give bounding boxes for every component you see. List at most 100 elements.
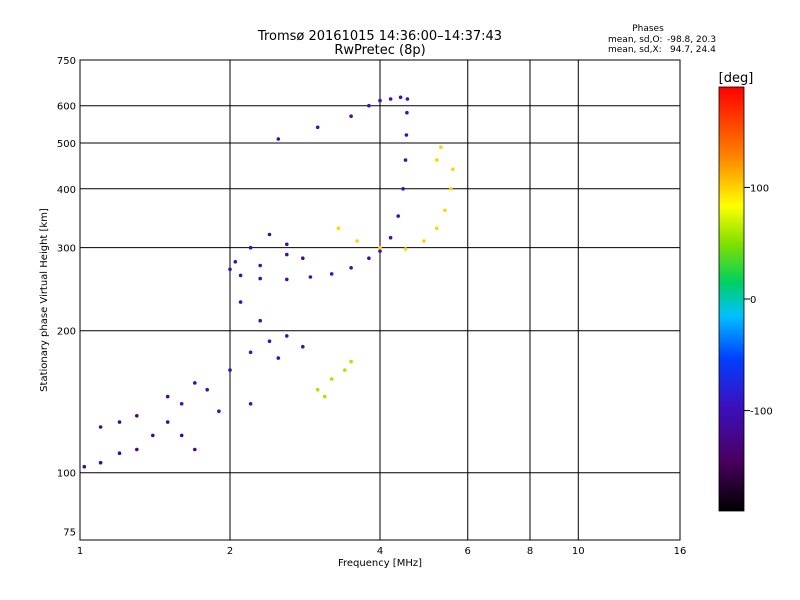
data-point: [396, 214, 401, 218]
data-point: [439, 145, 443, 149]
data-point: [343, 368, 347, 372]
data-point: [276, 137, 281, 141]
data-point: [308, 275, 313, 279]
y-tick-label: 100: [57, 469, 76, 480]
data-point: [449, 187, 453, 191]
data-point: [233, 260, 238, 264]
data-point: [285, 277, 289, 282]
y-tick-label: 75: [63, 528, 76, 539]
data-point: [217, 409, 221, 414]
y-tick-label: 500: [57, 139, 76, 150]
data-point: [98, 460, 103, 465]
phase-stats-o-values: -98.8, 20.3: [667, 35, 716, 45]
chart-subtitle: RwPretec (8p): [334, 43, 425, 58]
colorbar-tick-label: 0: [750, 295, 756, 306]
data-point: [367, 256, 371, 261]
data-point: [285, 252, 289, 257]
data-point: [301, 344, 305, 349]
data-point: [258, 318, 263, 323]
x-tick-label: 6: [465, 546, 471, 557]
data-point: [388, 97, 393, 101]
x-tick-label: 4: [377, 546, 383, 557]
data-point: [329, 377, 334, 381]
data-point: [403, 158, 408, 162]
data-point: [401, 187, 405, 191]
data-point: [367, 103, 371, 108]
data-point: [301, 256, 305, 261]
phase-stats-x-label: mean, sd,X:: [608, 45, 662, 55]
data-point: [435, 158, 439, 162]
data-point: [135, 447, 139, 452]
data-point: [193, 447, 197, 452]
data-point: [248, 350, 253, 355]
phase-stats-heading: Phases: [632, 24, 664, 34]
data-point: [451, 167, 455, 171]
x-tick-label: 10: [572, 546, 585, 557]
data-point: [329, 272, 334, 276]
data-point: [285, 242, 289, 247]
y-tick-label: 600: [57, 102, 76, 113]
x-tick-label: 1: [77, 546, 83, 557]
data-point: [82, 464, 87, 469]
data-points: [82, 95, 455, 469]
data-point: [443, 208, 447, 213]
data-point: [151, 433, 155, 438]
data-point: [355, 239, 360, 243]
y-tick-label: 750: [57, 56, 76, 67]
data-point: [405, 110, 409, 115]
data-point: [315, 387, 320, 392]
data-point: [403, 247, 408, 251]
data-point: [267, 339, 272, 344]
x-tick-label: 16: [674, 546, 687, 557]
phase-stats-o-label: mean, sd,O:: [608, 35, 662, 45]
data-point: [267, 232, 272, 237]
data-point: [349, 359, 353, 364]
data-point: [404, 133, 409, 137]
x-tick-label: 8: [527, 546, 533, 557]
y-tick-label: 300: [57, 244, 76, 255]
y-axis-label: Stationary phase Virtual Height [km]: [39, 208, 50, 392]
data-point: [228, 267, 232, 272]
data-point: [258, 263, 263, 268]
data-point: [405, 97, 410, 101]
data-point: [179, 433, 184, 438]
axis-ticks: 1 2 4 6 8 10 16 75 100 200 300 400 500 600 750: [57, 56, 686, 557]
colorbar: [718, 86, 745, 512]
colorbar-label: [deg]: [719, 71, 754, 86]
data-point: [285, 334, 289, 338]
plot-frame: [79, 59, 681, 541]
colorbar-tick-label: -100: [750, 407, 773, 418]
data-point: [193, 381, 197, 385]
data-point: [165, 420, 170, 424]
data-point: [336, 226, 341, 230]
data-point: [349, 114, 353, 118]
data-point: [165, 394, 170, 399]
data-point: [422, 239, 426, 243]
y-tick-label: 200: [57, 327, 76, 338]
data-point: [258, 276, 263, 281]
x-axis-label: Frequency [MHz]: [338, 558, 422, 569]
data-point: [276, 356, 281, 360]
colorbar-ticks: 100 0 -100: [744, 183, 773, 418]
x-tick-label: 2: [227, 546, 233, 557]
data-point: [435, 226, 439, 230]
data-point: [238, 273, 243, 278]
colorbar-tick-label: 100: [750, 183, 769, 194]
data-point: [378, 245, 382, 250]
data-point: [228, 368, 232, 372]
y-tick-label: 400: [57, 185, 76, 196]
chart-title: Tromsø 20161015 14:36:00–14:37:43: [257, 29, 502, 44]
phase-stats-x-values: 94.7, 24.4: [670, 45, 716, 55]
data-point: [179, 402, 184, 406]
data-point: [238, 300, 243, 304]
data-point: [205, 387, 209, 392]
data-point: [315, 125, 320, 130]
data-point: [117, 451, 122, 456]
data-point: [378, 98, 382, 103]
data-point: [117, 420, 122, 424]
data-point: [98, 425, 103, 429]
data-point: [349, 266, 353, 270]
data-point: [248, 402, 253, 406]
data-point: [248, 245, 253, 250]
